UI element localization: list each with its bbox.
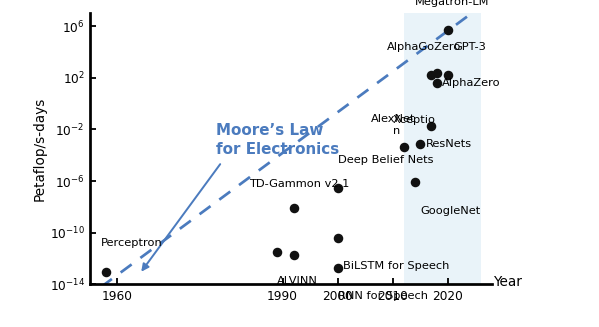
Point	[272, 250, 282, 255]
Text: Perceptron: Perceptron	[101, 238, 162, 248]
Text: Megatron-LM: Megatron-LM	[415, 0, 489, 7]
Text: ResNets: ResNets	[425, 139, 471, 149]
Text: BiLSTM for Speech: BiLSTM for Speech	[343, 261, 449, 271]
Point	[443, 73, 452, 78]
Y-axis label: Petaflop/s-days: Petaflop/s-days	[32, 96, 47, 201]
Point	[102, 269, 111, 274]
Text: Xceptio
n: Xceptio n	[392, 115, 435, 136]
Point	[332, 265, 342, 270]
Point	[410, 180, 419, 185]
Point	[398, 145, 408, 150]
Point	[332, 235, 342, 241]
Point	[332, 185, 342, 190]
Point	[289, 206, 298, 211]
Point	[431, 70, 441, 75]
Point	[431, 80, 441, 85]
Point	[415, 142, 425, 147]
Point	[289, 252, 298, 257]
Point	[426, 123, 435, 128]
Text: TD-Gammon v2.1: TD-Gammon v2.1	[249, 179, 350, 189]
Point	[426, 73, 435, 78]
Text: Deep Belief Nets: Deep Belief Nets	[337, 155, 432, 164]
Text: GoogleNet: GoogleNet	[420, 206, 480, 215]
Bar	[403, 13, 480, 284]
Text: ALVINN: ALVINN	[277, 276, 317, 286]
Text: Year: Year	[493, 275, 522, 289]
Text: RNN for Speech: RNN for Speech	[337, 291, 427, 301]
Text: AlphaZero: AlphaZero	[441, 78, 500, 88]
Text: GPT-3: GPT-3	[453, 42, 486, 52]
Point	[443, 27, 452, 32]
Text: AlphaGoZero: AlphaGoZero	[387, 42, 461, 52]
Text: Moore’s Law
for Electronics: Moore’s Law for Electronics	[216, 123, 340, 157]
Text: AlexNet: AlexNet	[370, 114, 415, 124]
